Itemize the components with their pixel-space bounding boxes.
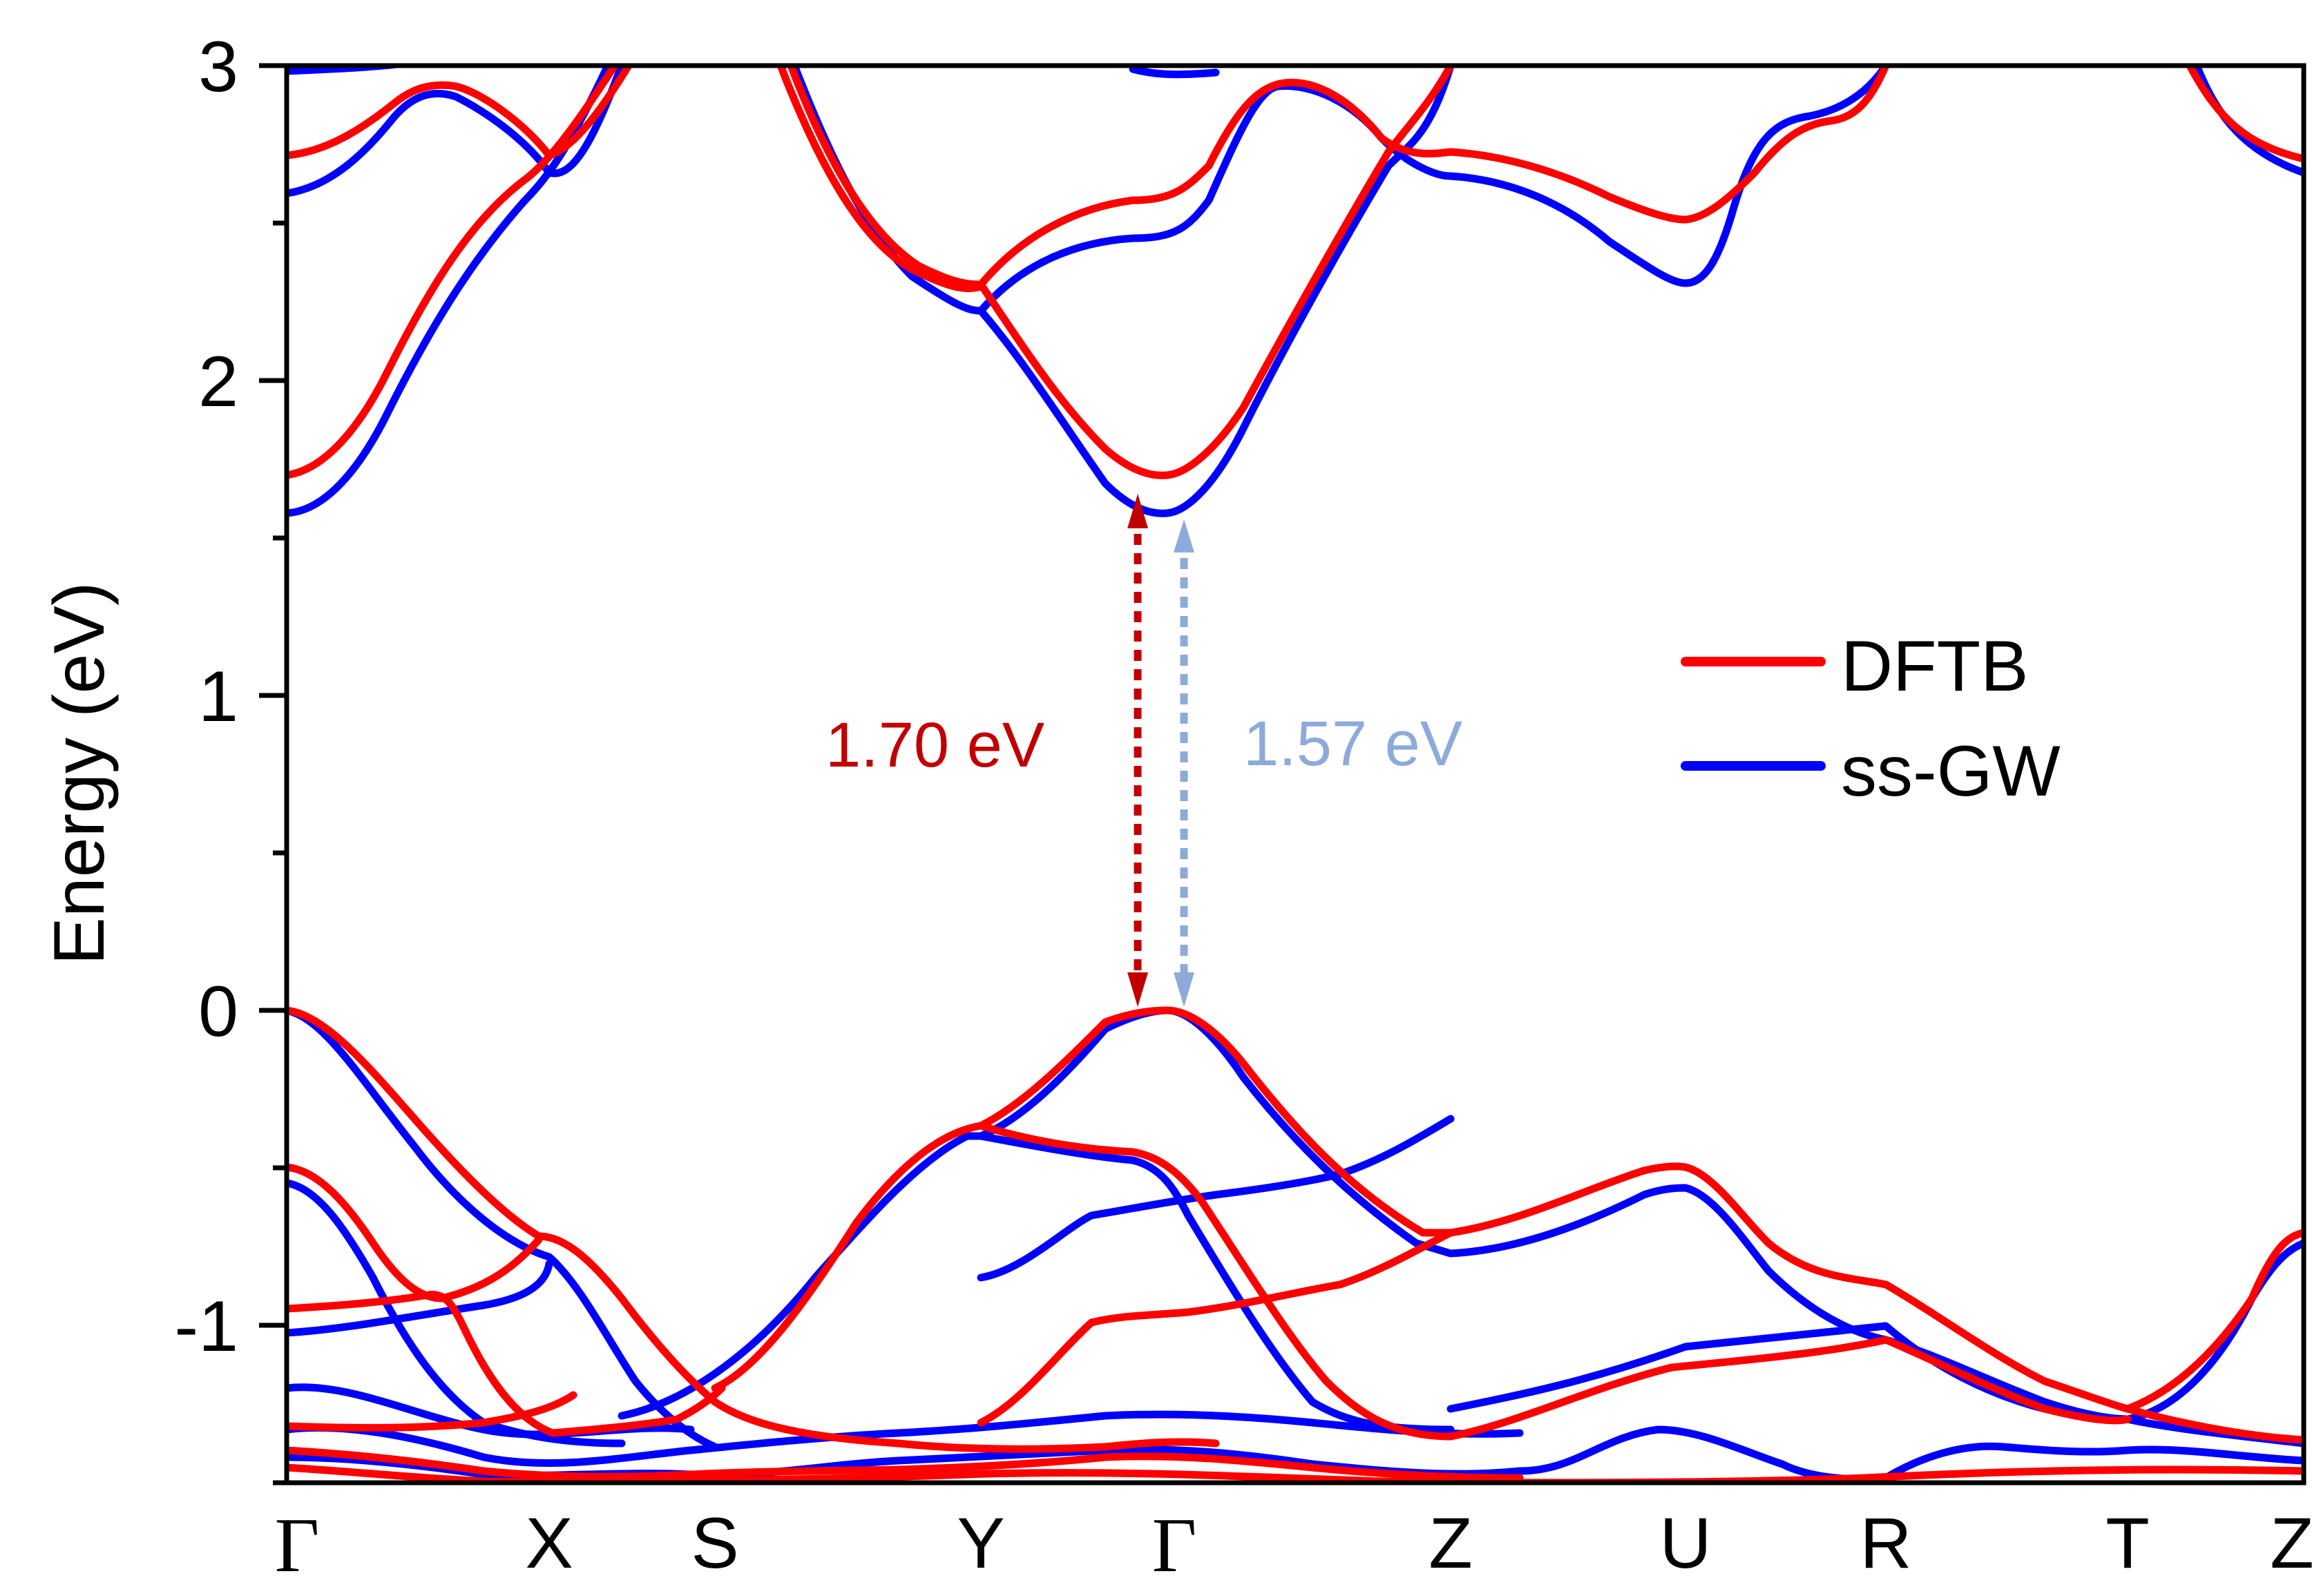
kpoint-t: T bbox=[2105, 1503, 2150, 1584]
kpoint-u: U bbox=[1659, 1503, 1711, 1584]
ytick-0: 0 bbox=[198, 972, 238, 1052]
kpoint-z-2: Z bbox=[2270, 1503, 2314, 1584]
gap-arrow-dftb bbox=[1127, 494, 1148, 1007]
legend-label-dftb: DFTB bbox=[1841, 626, 2029, 706]
kpoint-z-1: Z bbox=[1429, 1503, 1473, 1584]
legend: DFTB ss-GW bbox=[1681, 626, 2061, 811]
y-axis-title: Energy (eV) bbox=[39, 582, 120, 965]
legend-item-dftb: DFTB bbox=[1681, 626, 2029, 706]
ytick-2: 2 bbox=[198, 342, 238, 422]
dftb-gap-label: 1.70 eV bbox=[825, 710, 1044, 780]
gap-arrow-gw bbox=[1174, 519, 1194, 1007]
ytick-3: 3 bbox=[198, 27, 238, 107]
kpoint-gamma-1: Γ bbox=[275, 1503, 320, 1588]
kpoint-x: X bbox=[525, 1503, 573, 1584]
kpoint-y: Y bbox=[957, 1503, 1004, 1584]
plot-frame bbox=[284, 63, 2306, 1486]
x-axis-kpoints: Γ X S Y Γ Z U R T Z bbox=[275, 1503, 2314, 1588]
y-axis bbox=[259, 63, 287, 1486]
gw-gap-label: 1.57 eV bbox=[1243, 709, 1462, 779]
kpoint-gamma-2: Γ bbox=[1152, 1503, 1197, 1588]
kpoint-s: S bbox=[691, 1503, 738, 1584]
legend-item-gw: ss-GW bbox=[1681, 731, 2061, 811]
legend-label-gw: ss-GW bbox=[1841, 731, 2061, 811]
kpoint-r: R bbox=[1860, 1503, 1911, 1584]
ytick-neg1: -1 bbox=[175, 1287, 238, 1367]
ytick-1: 1 bbox=[198, 657, 238, 737]
